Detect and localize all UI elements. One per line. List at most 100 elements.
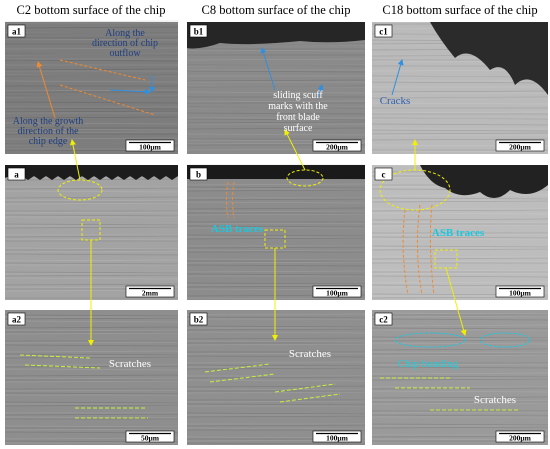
striation	[371, 90, 549, 93]
scale-bar-label: 100μm	[509, 289, 532, 298]
annotation-line: Chip bonding	[398, 358, 459, 370]
scale-bar-label: 100μm	[326, 434, 349, 443]
striation	[4, 163, 179, 166]
striation	[186, 313, 366, 316]
striation	[371, 269, 549, 272]
striation	[371, 339, 549, 342]
striation	[371, 281, 549, 284]
shape	[204, 363, 271, 373]
striation	[4, 413, 179, 416]
striation	[186, 106, 366, 109]
striation	[371, 257, 549, 260]
striation	[4, 137, 179, 140]
panel-label: b	[196, 170, 201, 180]
striation	[371, 354, 549, 357]
striation	[4, 353, 179, 356]
shape	[24, 364, 101, 369]
striation	[186, 364, 366, 367]
striation	[4, 392, 179, 395]
striation	[4, 74, 179, 77]
striation	[186, 207, 366, 210]
striation	[4, 377, 179, 380]
annotation: Along the direction of chip outflow	[92, 28, 158, 59]
striation	[186, 183, 366, 186]
striation	[186, 64, 366, 67]
striation	[186, 270, 366, 273]
striation	[186, 210, 366, 213]
annotation: Scratches	[109, 358, 151, 370]
panel-label-box	[7, 24, 26, 38]
striation	[186, 424, 366, 427]
striation	[4, 226, 179, 229]
striation	[186, 79, 366, 82]
scale-bar-box	[125, 139, 175, 152]
striation	[4, 53, 179, 56]
striation	[4, 199, 179, 202]
striation	[186, 376, 366, 379]
striation	[4, 80, 179, 83]
striation	[371, 212, 549, 215]
column-header: C2 bottom surface of the chip	[17, 3, 166, 17]
scale-bar-label: 200μm	[509, 434, 532, 443]
annotation-line: direction of chip	[92, 38, 158, 49]
striation	[186, 331, 366, 334]
striation	[186, 118, 366, 121]
striation	[371, 96, 549, 99]
shape	[445, 267, 467, 336]
striation	[186, 64, 366, 67]
annotation-line: Along the	[105, 28, 145, 39]
striation	[186, 100, 366, 103]
striation	[371, 363, 549, 366]
striation	[371, 150, 549, 153]
striation	[4, 107, 179, 110]
striation	[186, 237, 366, 240]
panel-label: a	[14, 170, 19, 180]
shape	[430, 22, 548, 95]
striation	[371, 272, 549, 275]
column-headers: C2 bottom surface of the chip C8 bottom …	[17, 3, 538, 17]
panel-label: c1	[379, 27, 388, 37]
micrograph	[187, 165, 365, 300]
striation	[186, 379, 366, 382]
annotation-line: Scratches	[289, 348, 331, 360]
annotation-line: sliding scuff	[273, 90, 323, 101]
striation	[186, 222, 366, 225]
scale-bar-label: 50μm	[141, 434, 160, 443]
striation	[371, 209, 549, 212]
striation	[186, 189, 366, 192]
shape	[260, 47, 276, 91]
striation	[371, 399, 549, 402]
striation	[186, 352, 366, 355]
decorations	[5, 22, 548, 419]
scale-bar-box	[312, 285, 362, 298]
striation	[186, 340, 366, 343]
striation	[186, 225, 366, 228]
striation	[186, 234, 366, 237]
striation	[371, 81, 549, 84]
striation	[186, 355, 366, 358]
panel-label: b1	[194, 27, 204, 37]
panel-label-box	[189, 167, 208, 181]
shape	[420, 165, 548, 199]
striation	[4, 32, 179, 35]
striation	[4, 196, 179, 199]
annotation-line: surface	[284, 123, 313, 134]
panel-label: c2	[379, 315, 388, 325]
annotation-line: front blade	[276, 112, 320, 123]
shape	[109, 88, 151, 95]
striation	[4, 26, 179, 29]
striation	[371, 387, 549, 390]
striation	[186, 325, 366, 328]
striation	[371, 318, 549, 321]
shape	[394, 332, 466, 348]
striation	[371, 324, 549, 327]
striation	[371, 194, 549, 197]
striation	[4, 428, 179, 431]
striation	[4, 380, 179, 383]
scale-bar-box	[495, 430, 545, 443]
annotation-line: ASB traces	[432, 227, 485, 239]
striation	[4, 95, 179, 98]
striation	[4, 38, 179, 41]
striation	[371, 351, 549, 354]
striation	[371, 117, 549, 120]
